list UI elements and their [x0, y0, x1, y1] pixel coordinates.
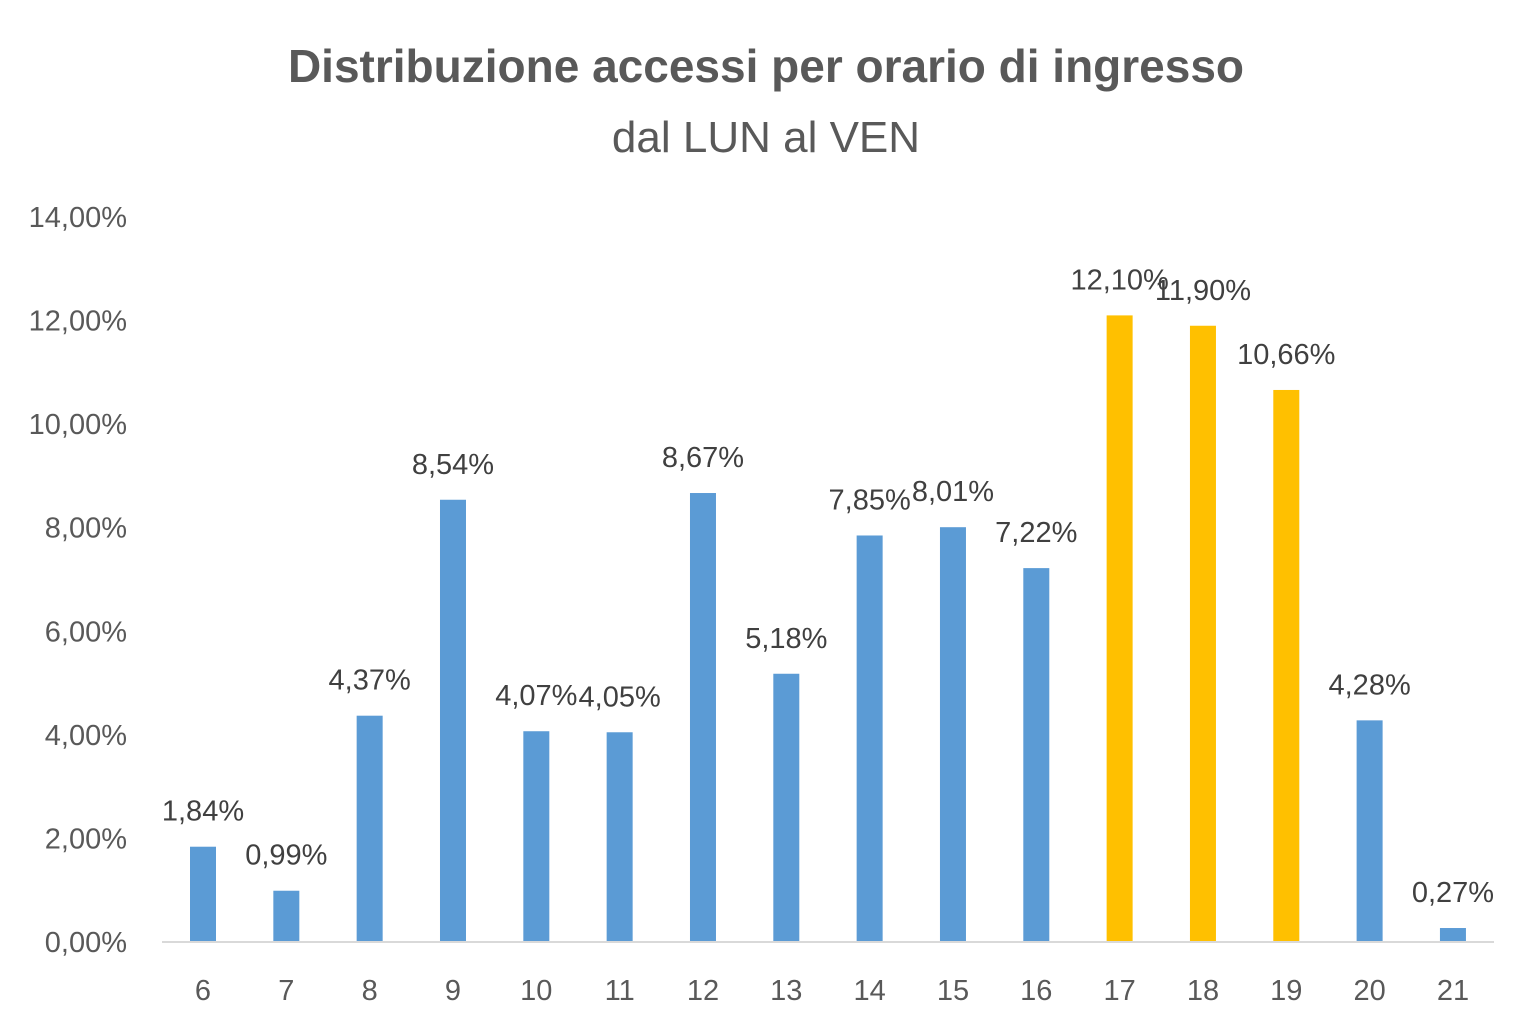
data-label: 0,27%: [1412, 877, 1494, 909]
bar-18: [1189, 325, 1216, 942]
x-tick-label: 16: [1020, 975, 1052, 1007]
x-tick-label: 12: [687, 975, 719, 1007]
bar-11: [606, 732, 633, 942]
chart-subtitle: dal LUN al VEN: [612, 113, 920, 162]
x-tick-label: 19: [1270, 975, 1302, 1007]
data-label: 8,67%: [662, 442, 744, 474]
data-label: 8,01%: [912, 476, 994, 508]
data-label: 4,28%: [1329, 669, 1411, 701]
data-label: 4,07%: [495, 680, 577, 712]
bar-20: [1356, 720, 1383, 942]
x-tick-label: 14: [854, 975, 886, 1007]
x-tick-label: 8: [362, 975, 378, 1007]
bar-6: [190, 846, 216, 942]
bar-17: [1106, 315, 1133, 943]
bar-8: [356, 715, 383, 942]
x-tick-label: 7: [278, 975, 294, 1007]
bar-15: [939, 527, 966, 942]
x-tick-label: 9: [445, 975, 461, 1007]
bar-21: [1439, 928, 1466, 942]
data-label: 11,90%: [1155, 275, 1251, 307]
bar-14: [856, 535, 883, 942]
data-label: 7,85%: [829, 484, 911, 516]
y-tick-label: 6,00%: [45, 616, 127, 648]
chart-title: Distribuzione accessi per orario di ingr…: [288, 40, 1244, 92]
y-tick-label: 10,00%: [29, 409, 127, 441]
x-tick-label: 21: [1437, 975, 1469, 1007]
data-label: 10,66%: [1237, 339, 1335, 371]
bar-13: [773, 673, 800, 942]
bar-7: [273, 890, 300, 942]
x-tick-label: 17: [1103, 975, 1135, 1007]
bar-10: [523, 731, 550, 942]
bar-12: [689, 493, 716, 942]
data-label: 12,10%: [1070, 264, 1168, 296]
x-tick-label: 11: [605, 975, 635, 1007]
x-tick-label: 20: [1353, 975, 1385, 1007]
data-label: 5,18%: [745, 623, 827, 655]
y-tick-label: 0,00%: [45, 927, 127, 959]
y-tick-label: 4,00%: [45, 720, 127, 752]
x-tick-label: 15: [937, 975, 969, 1007]
y-tick-label: 2,00%: [45, 823, 127, 855]
y-tick-label: 14,00%: [29, 202, 127, 234]
data-label: 7,22%: [995, 517, 1077, 549]
bar-9: [439, 499, 466, 942]
data-label: 4,05%: [579, 681, 661, 713]
data-label: 0,99%: [245, 840, 327, 872]
x-tick-label: 6: [195, 975, 211, 1007]
y-tick-label: 8,00%: [45, 513, 127, 545]
y-tick-label: 12,00%: [29, 306, 127, 338]
bar-16: [1023, 568, 1050, 942]
x-tick-label: 10: [520, 975, 552, 1007]
bar-19: [1273, 389, 1300, 942]
data-label: 8,54%: [412, 449, 494, 481]
x-tick-label: 18: [1187, 975, 1219, 1007]
data-label: 4,37%: [329, 665, 411, 697]
x-tick-label: 13: [770, 975, 802, 1007]
data-label: 1,84%: [162, 796, 244, 828]
